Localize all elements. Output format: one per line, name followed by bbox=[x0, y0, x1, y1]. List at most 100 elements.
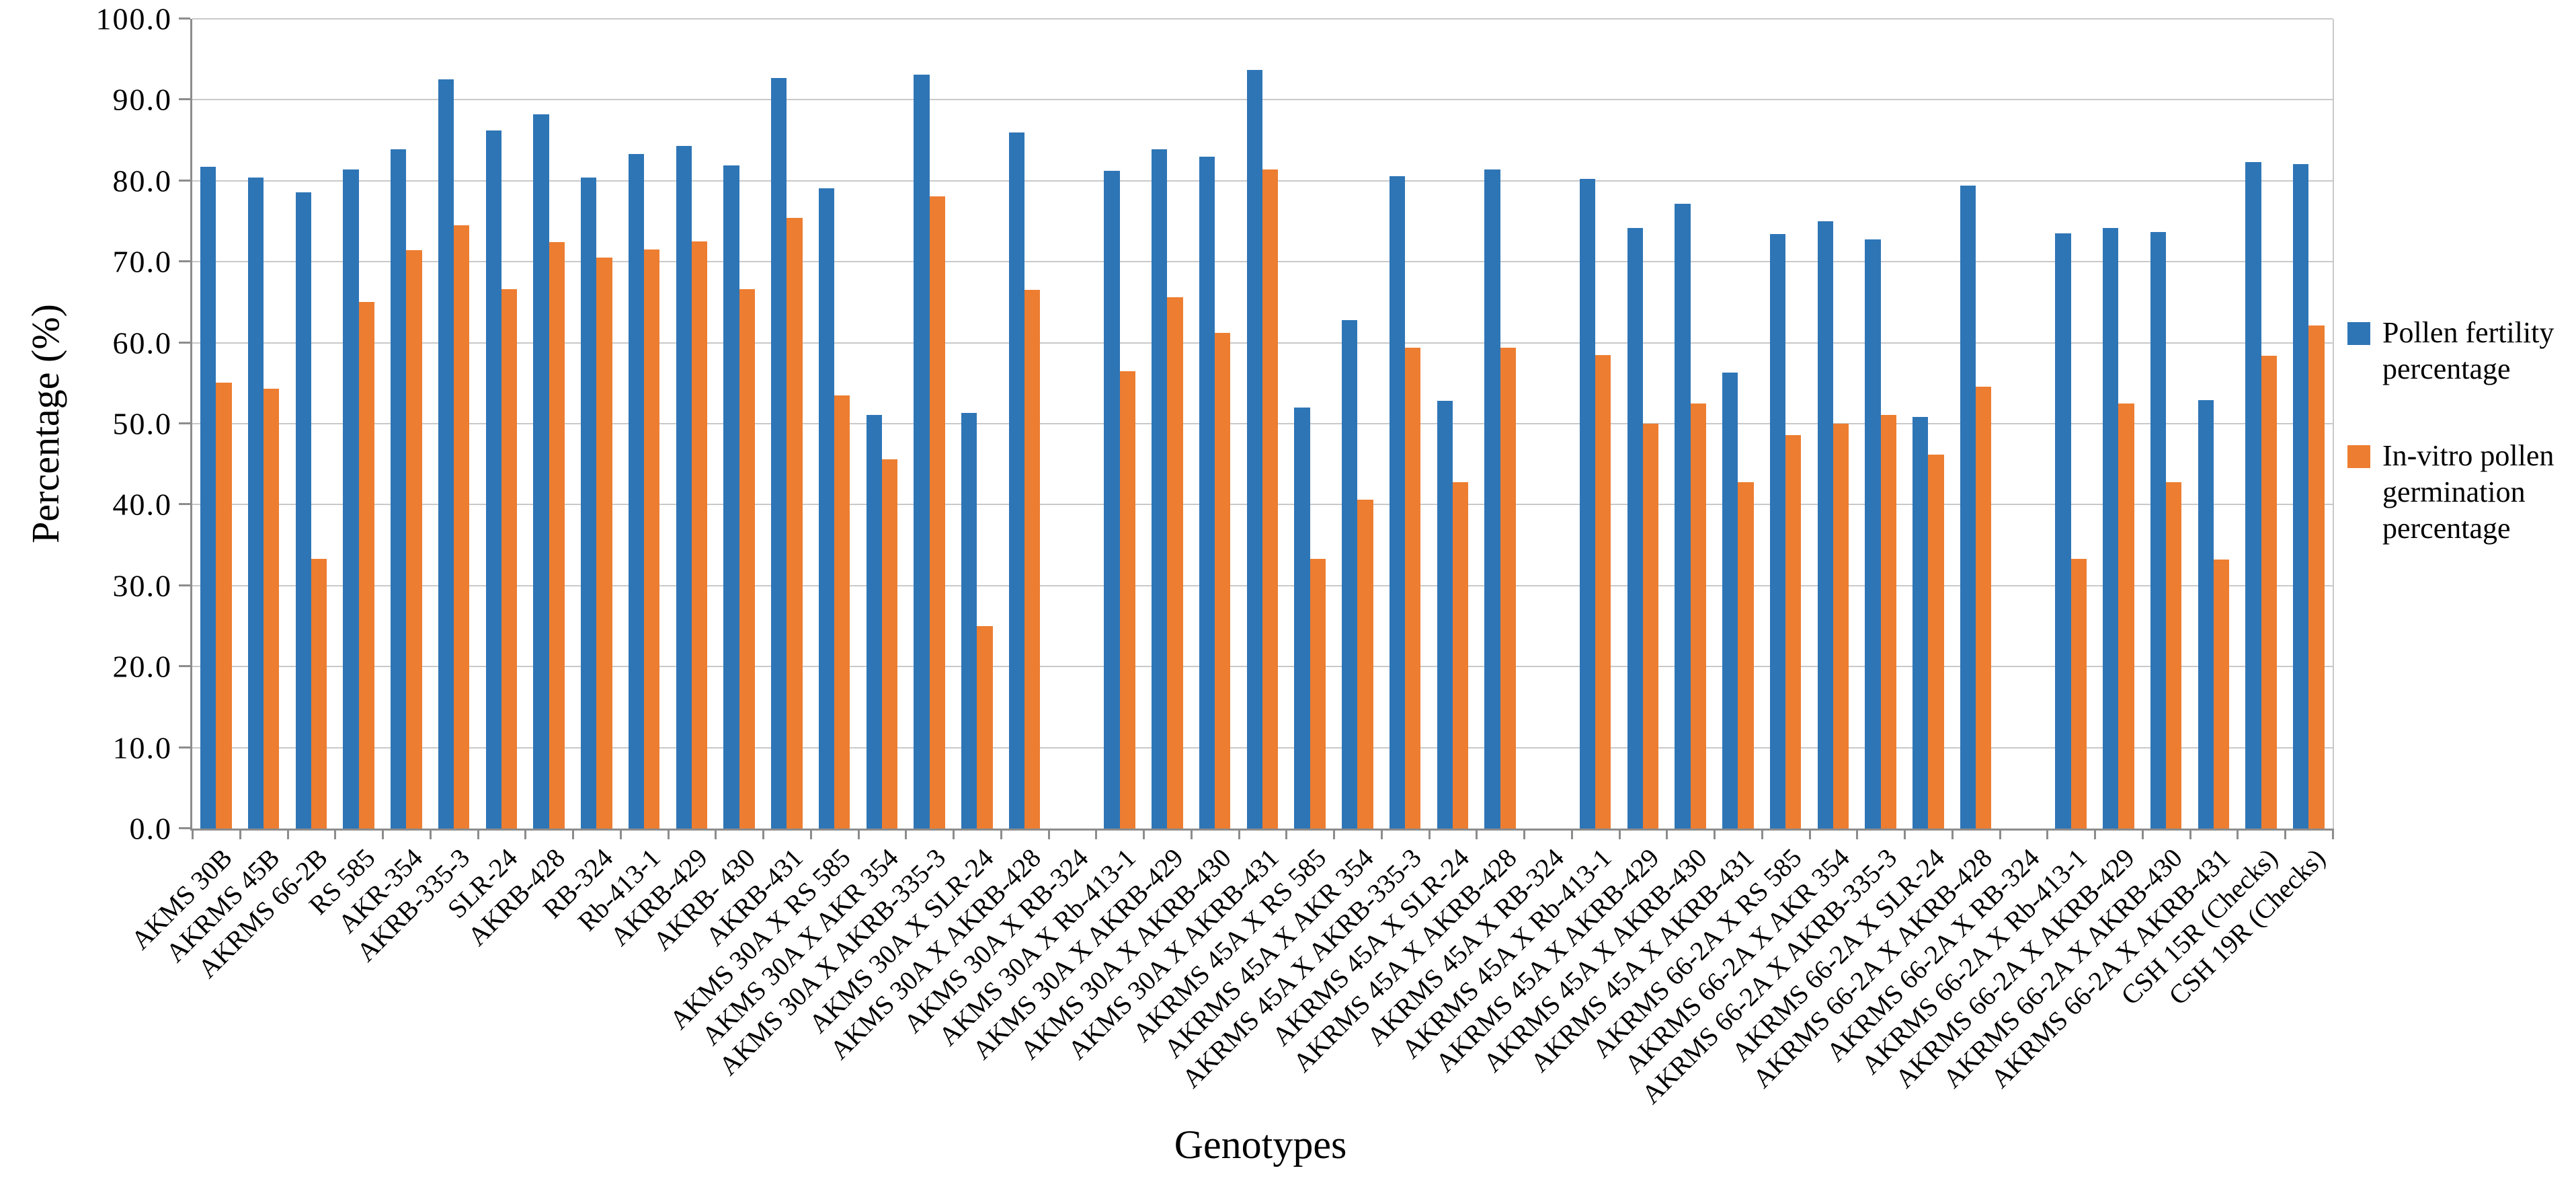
bar-group bbox=[1143, 19, 1191, 829]
y-tick bbox=[179, 179, 190, 182]
bar-pollen-fertility bbox=[438, 79, 454, 829]
bar-group bbox=[1286, 19, 1334, 829]
bar-pollen-fertility bbox=[533, 114, 549, 829]
x-tick bbox=[2237, 829, 2239, 839]
bar-pollen-fertility bbox=[1817, 221, 1833, 829]
bar-pollen-fertility bbox=[2245, 162, 2261, 829]
bar-group bbox=[858, 19, 906, 829]
bar-germination bbox=[691, 241, 708, 829]
bar-group bbox=[1001, 19, 1049, 829]
bar-pollen-fertility bbox=[1294, 407, 1310, 829]
bar-pollen-fertility bbox=[581, 177, 597, 829]
bar-germination bbox=[1880, 414, 1896, 829]
x-tick bbox=[1476, 829, 1478, 839]
x-tick bbox=[2046, 829, 2049, 839]
bar-group bbox=[1666, 19, 1714, 829]
bar-pollen-fertility bbox=[961, 413, 977, 829]
bar-germination bbox=[1738, 482, 1754, 829]
bar-germination bbox=[929, 196, 945, 829]
x-tick bbox=[572, 829, 575, 839]
legend-label: In-vitro pollen germination percentage bbox=[2382, 439, 2554, 545]
x-tick bbox=[1000, 829, 1002, 839]
bar-group bbox=[1762, 19, 1810, 829]
bar-germination bbox=[787, 218, 803, 829]
bar-germination bbox=[216, 382, 232, 829]
bar-pollen-fertility bbox=[1152, 149, 1168, 829]
x-tick bbox=[1143, 829, 1145, 839]
bar-pollen-fertility bbox=[771, 77, 787, 829]
bar-germination bbox=[311, 559, 327, 829]
bar-germination bbox=[1928, 454, 1944, 829]
x-tick bbox=[239, 829, 241, 839]
bar-group bbox=[2047, 19, 2095, 829]
bar-group bbox=[1810, 19, 1857, 829]
y-tick bbox=[179, 260, 190, 263]
bar-pollen-fertility bbox=[1627, 227, 1643, 829]
x-tick bbox=[1714, 829, 1716, 839]
x-tick bbox=[762, 829, 765, 839]
y-tick-label: 50.0 bbox=[112, 406, 172, 441]
bar-germination bbox=[1357, 500, 1373, 829]
bar-group bbox=[953, 19, 1001, 829]
bar-germination bbox=[264, 389, 280, 829]
bar-germination bbox=[501, 289, 518, 829]
bar-germination bbox=[1690, 403, 1706, 829]
x-tick bbox=[429, 829, 432, 839]
bar-germination bbox=[1024, 290, 1041, 829]
bar-group bbox=[1524, 19, 1572, 829]
legend-swatch-germination bbox=[2347, 445, 2370, 469]
x-tick bbox=[382, 829, 385, 839]
x-tick bbox=[857, 829, 860, 839]
x-tick bbox=[1904, 829, 1906, 839]
bar-germination bbox=[2166, 482, 2182, 829]
bar-germination bbox=[1452, 482, 1469, 829]
x-tick bbox=[2332, 829, 2334, 839]
y-tick-label: 30.0 bbox=[112, 568, 172, 603]
bar-germination bbox=[1310, 559, 1326, 829]
bar-pollen-fertility bbox=[723, 165, 739, 829]
bar-pollen-fertility bbox=[628, 154, 645, 829]
bar-pollen-fertility bbox=[2150, 231, 2167, 829]
bar-pollen-fertility bbox=[1484, 169, 1500, 829]
x-tick bbox=[1285, 829, 1288, 839]
x-tick bbox=[715, 829, 717, 839]
x-tick bbox=[953, 829, 955, 839]
bar-germination bbox=[881, 459, 898, 829]
bar-group bbox=[2095, 19, 2142, 829]
bar-germination bbox=[834, 395, 850, 829]
bar-germination bbox=[1167, 297, 1183, 829]
bar-germination bbox=[977, 626, 993, 829]
bar-group bbox=[240, 19, 288, 829]
bar-pollen-fertility bbox=[247, 177, 264, 829]
bar-pollen-fertility bbox=[1722, 373, 1738, 829]
gridline bbox=[192, 18, 2333, 20]
bar-germination bbox=[2308, 325, 2325, 829]
bar-germination bbox=[1595, 354, 1611, 829]
bar-group bbox=[2237, 19, 2285, 829]
bar-group bbox=[525, 19, 573, 829]
bar-pollen-fertility bbox=[1579, 179, 1596, 829]
x-tick bbox=[286, 829, 289, 839]
bar-group bbox=[620, 19, 668, 829]
bar-group bbox=[668, 19, 716, 829]
bar-group bbox=[2142, 19, 2190, 829]
x-axis-title: Genotypes bbox=[1174, 1122, 1347, 1167]
x-tick bbox=[619, 829, 622, 839]
bar-group bbox=[1239, 19, 1287, 829]
bar-pollen-fertility bbox=[676, 146, 692, 829]
bar-group bbox=[2190, 19, 2238, 829]
y-tick bbox=[179, 422, 190, 424]
x-tick bbox=[2284, 829, 2287, 839]
y-axis-title: Percentage (%) bbox=[23, 19, 68, 829]
bar-group bbox=[1857, 19, 1904, 829]
bar-germination bbox=[1833, 424, 1849, 829]
bar-pollen-fertility bbox=[1437, 401, 1453, 829]
bar-germination bbox=[1500, 347, 1516, 829]
bar-pollen-fertility bbox=[2055, 233, 2071, 829]
bar-group bbox=[2285, 19, 2333, 829]
bar-group bbox=[1334, 19, 1381, 829]
x-tick bbox=[1808, 829, 1811, 839]
legend-entry: Pollen fertility percentage bbox=[2347, 315, 2576, 387]
bar-group bbox=[1572, 19, 1619, 829]
